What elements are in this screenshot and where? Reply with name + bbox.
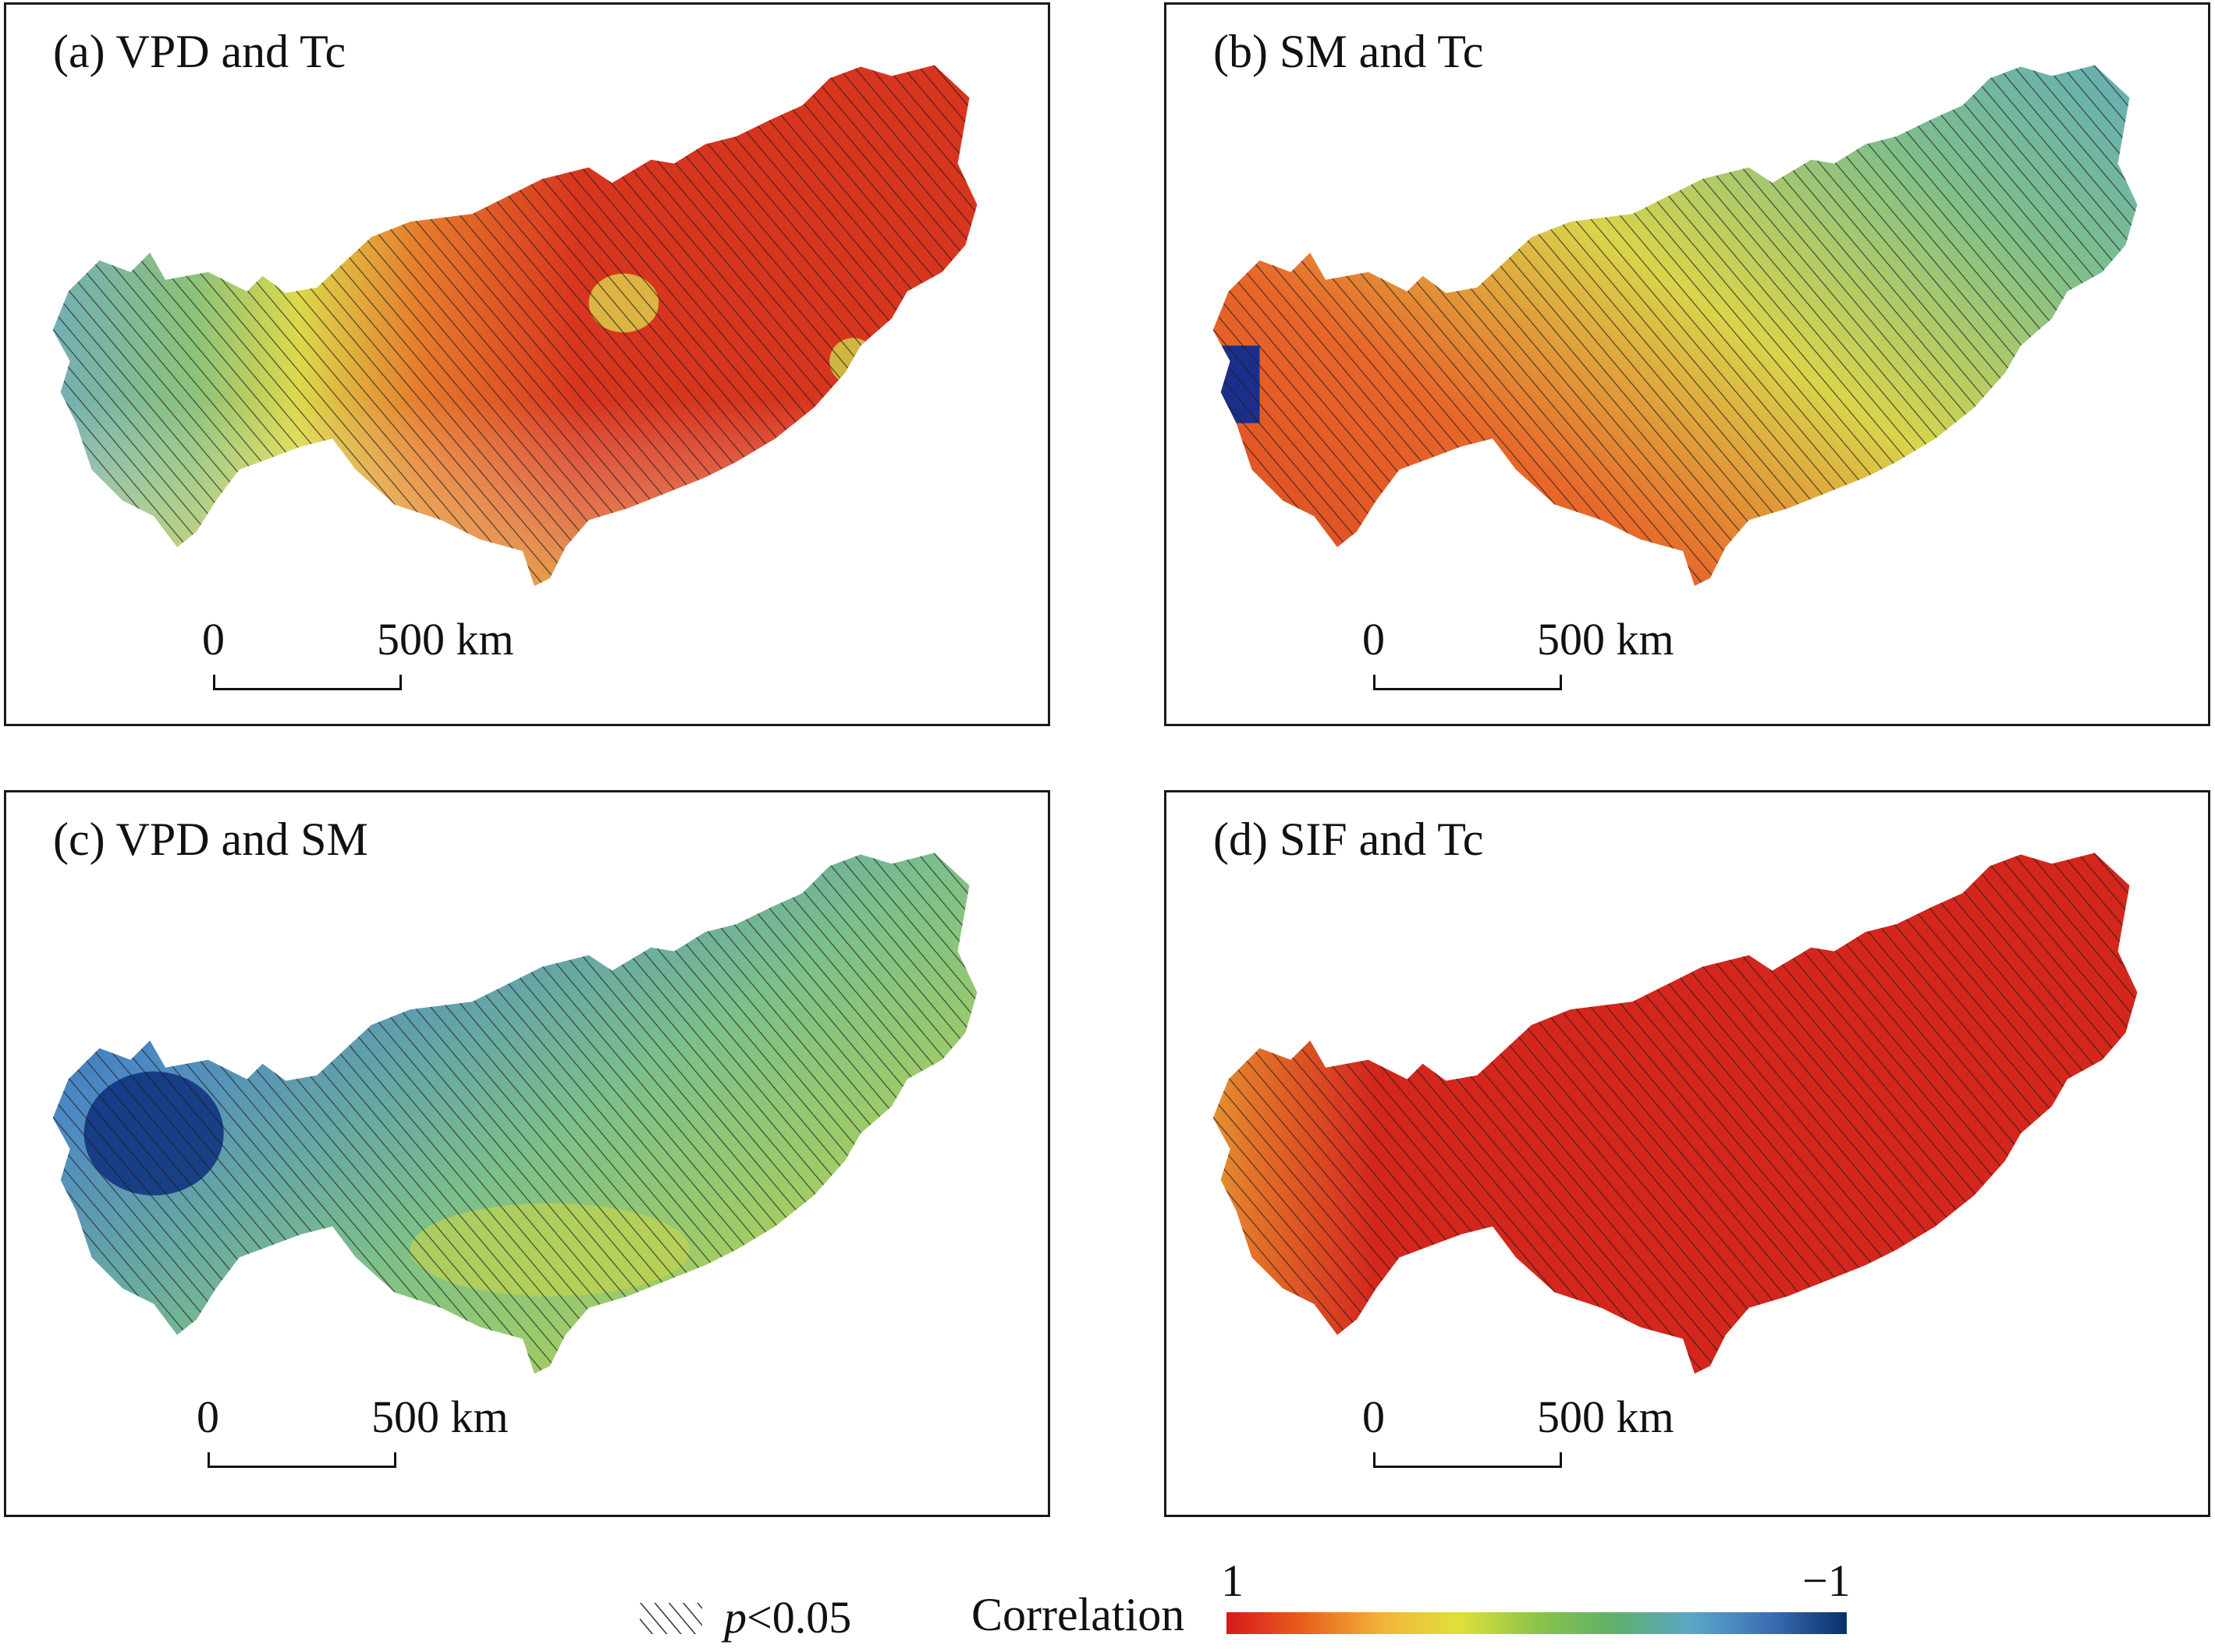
correlation-map (1212, 65, 2138, 587)
scale-bar-zero: 0 (1362, 1391, 1385, 1442)
panel-a: (a) VPD and Tc 0 500 km (4, 2, 1050, 726)
scale-bar-line (208, 1452, 396, 1468)
scale-bar-distance: 500 km (377, 614, 514, 665)
scale-bar: 0 500 km (1362, 1395, 1674, 1480)
panel-title: (d) SIF and Tc (1213, 814, 1484, 865)
scale-bar: 0 500 km (1362, 617, 1674, 703)
panel-c: (c) VPD and SM 0 500 km (4, 790, 1050, 1517)
colorbar-min-label: −1 (1802, 1555, 1851, 1606)
scale-bar-zero: 0 (197, 1391, 219, 1442)
correlation-map (52, 853, 978, 1374)
significance-threshold: <0.05 (747, 1592, 852, 1643)
scale-bar-line (1373, 1452, 1562, 1468)
correlation-map (1212, 853, 2138, 1374)
panel-title: (b) SM and Tc (1213, 26, 1484, 77)
significance-hatch-swatch (640, 1603, 702, 1634)
correlation-map (52, 65, 978, 587)
scale-bar-distance: 500 km (1537, 614, 1674, 665)
scale-bar-distance: 500 km (1537, 1391, 1674, 1442)
panel-d: (d) SIF and Tc 0 500 km (1164, 790, 2210, 1517)
scale-bar-line (1373, 675, 1562, 690)
scale-bar-line (213, 675, 402, 690)
colorbar-label: Correlation (971, 1589, 1185, 1640)
scale-bar: 0 500 km (197, 1395, 509, 1480)
panel-title: (a) VPD and Tc (53, 26, 346, 77)
colorbar (1226, 1612, 1847, 1634)
scale-bar-zero: 0 (202, 614, 225, 665)
significance-label: p<0.05 (724, 1595, 851, 1640)
significance-symbol: p (724, 1592, 747, 1643)
scale-bar-zero: 0 (1362, 614, 1385, 665)
panel-b: (b) SM and Tc 0 500 km (1164, 2, 2210, 726)
scale-bar: 0 500 km (202, 617, 514, 703)
panel-title: (c) VPD and SM (53, 814, 368, 865)
scale-bar-distance: 500 km (371, 1391, 509, 1442)
colorbar-max-label: 1 (1221, 1555, 1244, 1606)
